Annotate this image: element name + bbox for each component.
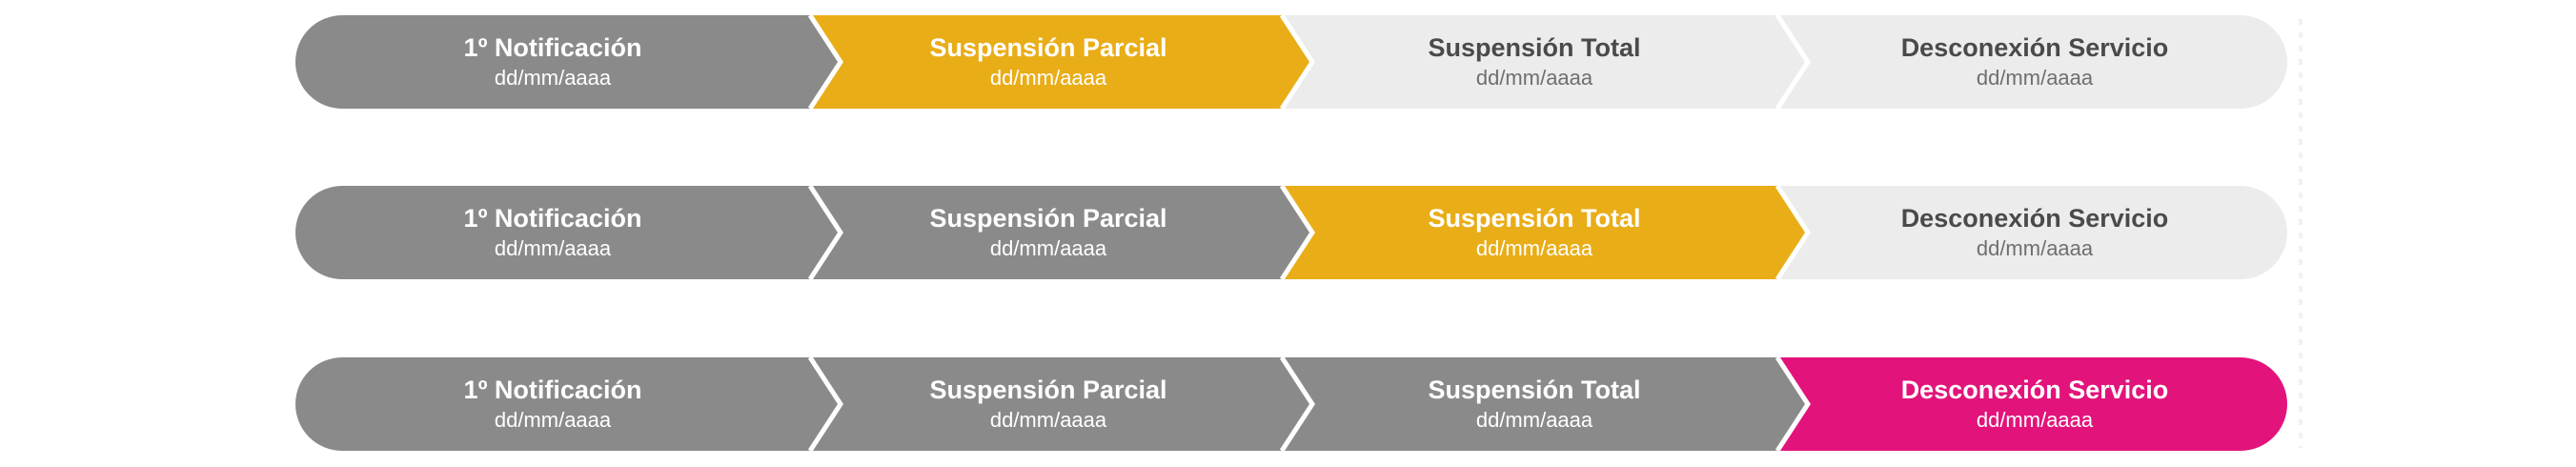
tracker-3-separator-1 [807, 355, 843, 453]
faint-edge-mark [2299, 19, 2302, 448]
tracker-1-segment-1 [295, 15, 841, 109]
tracker-3-segment-3 [1282, 357, 1808, 451]
tracker-1-segment-4 [1777, 15, 2287, 109]
tracker-3-shapes [295, 355, 2287, 453]
tracker-1-segment-3 [1282, 15, 1808, 109]
tracker-3-segment-1 [295, 357, 841, 451]
tracker-1-separator-1 [807, 13, 843, 111]
tracker-1-shapes [295, 13, 2287, 111]
tracker-1-separator-3 [1775, 13, 1811, 111]
tracker-2-separator-2 [1279, 184, 1315, 281]
tracker-1-separator-2 [1279, 13, 1315, 111]
tracker-2-shapes [295, 184, 2287, 281]
tracker-3-segment-2 [810, 357, 1312, 451]
tracker-2-segment-4 [1777, 186, 2287, 279]
progress-tracker-1: 1º Notificación dd/mm/aaaa Suspensión Pa… [295, 13, 2287, 111]
tracker-1-segment-2 [810, 15, 1312, 109]
tracker-2-segment-1 [295, 186, 841, 279]
tracker-2-segment-2 [810, 186, 1312, 279]
tracker-3-separator-3 [1775, 355, 1811, 453]
tracker-2-segment-3 [1282, 186, 1808, 279]
tracker-3-segment-4 [1777, 357, 2287, 451]
tracker-3-separator-2 [1279, 355, 1315, 453]
tracker-2-separator-3 [1775, 184, 1811, 281]
progress-tracker-3: 1º Notificación dd/mm/aaaa Suspensión Pa… [295, 355, 2287, 453]
tracker-2-separator-1 [807, 184, 843, 281]
progress-tracker-2: 1º Notificación dd/mm/aaaa Suspensión Pa… [295, 184, 2287, 281]
